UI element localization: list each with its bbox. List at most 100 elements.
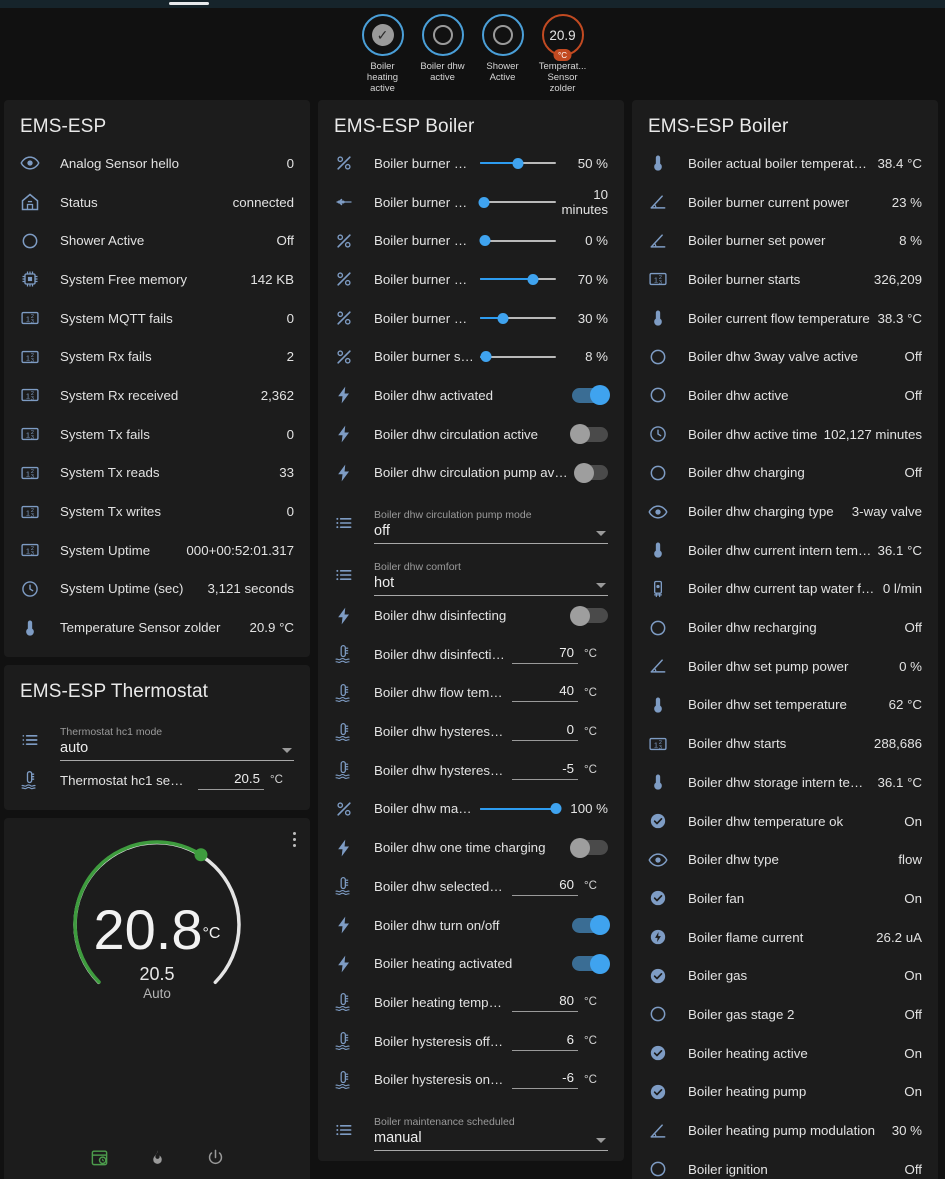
entity-row[interactable]: Boiler dhw type flow [648,840,922,879]
number-input[interactable]: 40 [512,683,578,703]
entity-row[interactable]: Shower Active Off [20,221,294,260]
select-row[interactable]: Boiler maintenance scheduled manual [334,1099,608,1152]
slider-wrap[interactable] [479,233,560,249]
toggle-knob[interactable] [590,953,610,974]
entity-row[interactable]: Boiler dhw recharging Off [648,608,922,647]
entity-row[interactable]: Boiler burner pump … 70 % [334,260,608,299]
toggle-switch[interactable] [570,605,608,626]
entity-row[interactable]: Boiler burner set power 8 % [648,221,922,260]
entity-row[interactable]: Boiler burner current power 23 % [648,183,922,222]
entity-row[interactable]: Boiler dhw charging type 3-way valve [648,492,922,531]
entity-row[interactable]: Boiler burner min p… 10 minutes [334,183,608,222]
entity-row[interactable]: Boiler dhw set pump power 0 % [648,647,922,686]
entity-row[interactable]: Boiler heating activated [334,944,610,983]
slider-knob[interactable] [479,235,491,247]
entity-row[interactable]: Boiler heating active On [648,1034,922,1073]
entity-row[interactable]: Boiler fan On [648,879,922,918]
slider-knob[interactable] [480,351,492,363]
toggle-switch[interactable] [573,462,608,483]
entity-row[interactable]: 1 2 3 System Rx received 2,362 [20,376,294,415]
entity-row[interactable]: Boiler dhw charging Off [648,454,922,493]
entity-row[interactable]: Boiler actual boiler temperature 38.4 °C [648,144,922,183]
entity-row[interactable]: Boiler ignition Off [648,1150,922,1179]
chevron-down-icon[interactable] [596,1138,606,1144]
entity-row[interactable]: 1 2 3 System MQTT fails 0 [20,299,294,338]
entity-row[interactable]: Boiler dhw turn on/off [334,906,610,945]
entity-row[interactable]: Boiler burner selecte… 8 % [334,337,608,376]
chevron-down-icon[interactable] [596,583,606,589]
badge[interactable]: 20.9 °C Temperat... Sensor zolder [533,14,593,94]
slider[interactable] [480,801,562,817]
slider-wrap[interactable] [480,271,560,287]
chevron-down-icon[interactable] [282,747,292,753]
select-box[interactable]: Boiler maintenance scheduled manual [374,1116,608,1152]
slider-knob[interactable] [512,157,524,169]
select-row[interactable]: Boiler dhw comfort hot [334,544,608,597]
entity-row[interactable]: Boiler dhw disinfecting [334,596,608,635]
entity-row[interactable]: System Uptime (sec) 3,121 seconds [20,570,294,609]
entity-row[interactable]: Boiler dhw active time 102,127 minutes [648,415,922,454]
entity-row[interactable]: Boiler burner min po… 0 % [334,221,608,260]
entity-row[interactable]: 1 2 3 System Uptime 000+00:52:01.317 [20,531,294,570]
entity-row[interactable]: Boiler dhw active Off [648,376,922,415]
power-icon[interactable] [206,1148,225,1172]
calendar-clock-icon[interactable] [90,1148,109,1172]
toggle-knob[interactable] [570,837,590,858]
toggle-knob[interactable] [570,424,590,445]
entity-row[interactable]: Boiler gas stage 2 Off [648,995,922,1034]
toggle-knob[interactable] [570,605,590,626]
flame-icon[interactable] [149,1148,166,1172]
entity-row[interactable]: Boiler hysteresis on… -6 °C [334,1060,608,1099]
slider-knob[interactable] [497,312,509,324]
select-box[interactable]: Boiler dhw comfort hot [374,561,608,597]
toggle-switch[interactable] [570,424,608,445]
entity-row[interactable]: 1 2 3 System Tx fails 0 [20,415,294,454]
entity-row[interactable]: Boiler heating pump modulation 30 % [648,1111,922,1150]
entity-row[interactable]: Boiler dhw storage intern temperature36.… [648,763,922,802]
entity-row[interactable]: Boiler dhw set temperature 62 °C [648,686,922,725]
entity-row[interactable]: System Free memory 142 KB [20,260,294,299]
entity-row[interactable]: Boiler flame current 26.2 uA [648,918,922,957]
entity-row[interactable]: Boiler dhw activated [334,376,610,415]
slider-knob[interactable] [478,196,490,208]
toggle-knob[interactable] [590,385,610,406]
badge[interactable]: Boiler dhw active [413,14,473,83]
entity-row[interactable]: 1 2 3 System Rx fails 2 [20,337,294,376]
entity-row[interactable]: Boiler dhw selected … 60 °C [334,867,608,906]
number-input[interactable]: -6 [512,1070,578,1090]
slider[interactable] [478,194,556,210]
entity-row[interactable]: Temperature Sensor zolder 20.9 °C [20,608,294,647]
entity-row[interactable]: Boiler dhw 3way valve active Off [648,337,922,376]
entity-row[interactable]: Boiler gas On [648,956,922,995]
entity-row[interactable]: Boiler dhw current intern temperature36.… [648,531,922,570]
select-box[interactable]: Boiler dhw circulation pump mode off [374,509,608,545]
slider[interactable] [480,271,556,287]
toggle-switch[interactable] [572,385,610,406]
entity-row[interactable]: Boiler dhw circulation pump available [334,454,608,493]
thermostat-mode-select-row[interactable]: Thermostat hc1 mode auto [20,709,294,761]
entity-row[interactable]: Boiler dhw hysteresi… 0 °C [334,712,608,751]
slider[interactable] [479,233,556,249]
slider[interactable] [480,349,556,365]
entity-row[interactable]: Analog Sensor hello 0 [20,144,294,183]
number-input[interactable]: 70 [512,645,578,664]
select-box[interactable]: Thermostat hc1 mode auto [60,726,294,761]
entity-row[interactable]: Boiler dhw circulation active [334,415,608,454]
entity-row[interactable]: Boiler dhw max power 100 % [334,790,608,829]
toggle-switch[interactable] [572,915,610,936]
circle-outline-icon[interactable] [481,14,524,56]
active-tab-indicator[interactable] [169,2,209,5]
slider-wrap[interactable] [480,801,562,817]
entity-row[interactable]: 1 2 3 Boiler dhw starts 288,686 [648,724,922,763]
number-input[interactable]: 60 [512,877,579,896]
temperature-badge-icon[interactable]: 20.9 °C [541,14,584,61]
entity-row[interactable]: Boiler dhw one time charging [334,828,608,867]
slider[interactable] [480,310,556,326]
toggle-knob[interactable] [590,915,610,936]
number-input[interactable]: 0 [512,722,579,742]
entity-row[interactable]: Boiler dhw disinfecti… 70 °C [334,635,608,674]
check-circle-icon[interactable]: ✓ [361,14,404,56]
toggle-switch[interactable] [570,837,608,858]
entity-row[interactable]: Boiler hysteresis off… 6 °C [334,1022,608,1061]
toggle-switch[interactable] [572,953,610,974]
